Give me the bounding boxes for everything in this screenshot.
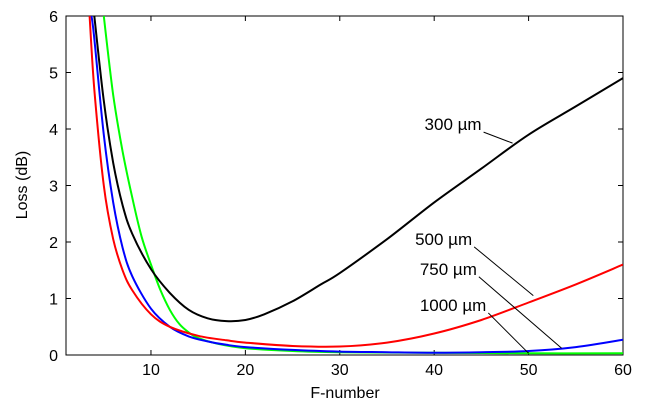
series-line-300-m [93, 16, 623, 323]
annotation-label: 300 µm [425, 115, 482, 134]
annotation-leader-line [487, 312, 529, 354]
x-tick-label: 30 [331, 362, 349, 379]
y-tick-label: 6 [49, 9, 58, 26]
x-tick-label: 40 [425, 362, 443, 379]
x-tick-label: 60 [614, 362, 632, 379]
x-tick-label: 50 [520, 362, 538, 379]
axis-ticks: 10 20 30 40 50 60 0 1 2 3 4 5 6 [49, 9, 632, 379]
annotation-label: 1000 µm [420, 296, 487, 315]
y-tick-label: 3 [49, 179, 58, 196]
annotation-label: 500 µm [415, 230, 472, 249]
series-line-500-m [88, 16, 623, 348]
annotation-label: 750 µm [420, 260, 477, 279]
x-tick-label: 10 [142, 362, 160, 379]
series-line-750-m [90, 16, 623, 354]
series-lines [88, 16, 623, 355]
y-tick-label: 1 [49, 292, 58, 309]
x-tick-label: 20 [236, 362, 254, 379]
y-axis-label: Loss (dB) [14, 151, 31, 219]
series-annotations: 300 µm 500 µm 750 µm 1000 µm [415, 115, 562, 354]
annotation-leader-line [483, 131, 513, 144]
annotation-leader-line [478, 276, 562, 349]
x-axis-label: F-number [310, 385, 380, 402]
y-tick-label: 2 [49, 235, 58, 252]
annotation-leader-line [473, 246, 534, 297]
y-tick-label: 0 [49, 348, 58, 365]
plot-frame [65, 15, 624, 356]
y-tick-label: 5 [49, 66, 58, 83]
y-tick-label: 4 [49, 122, 58, 139]
